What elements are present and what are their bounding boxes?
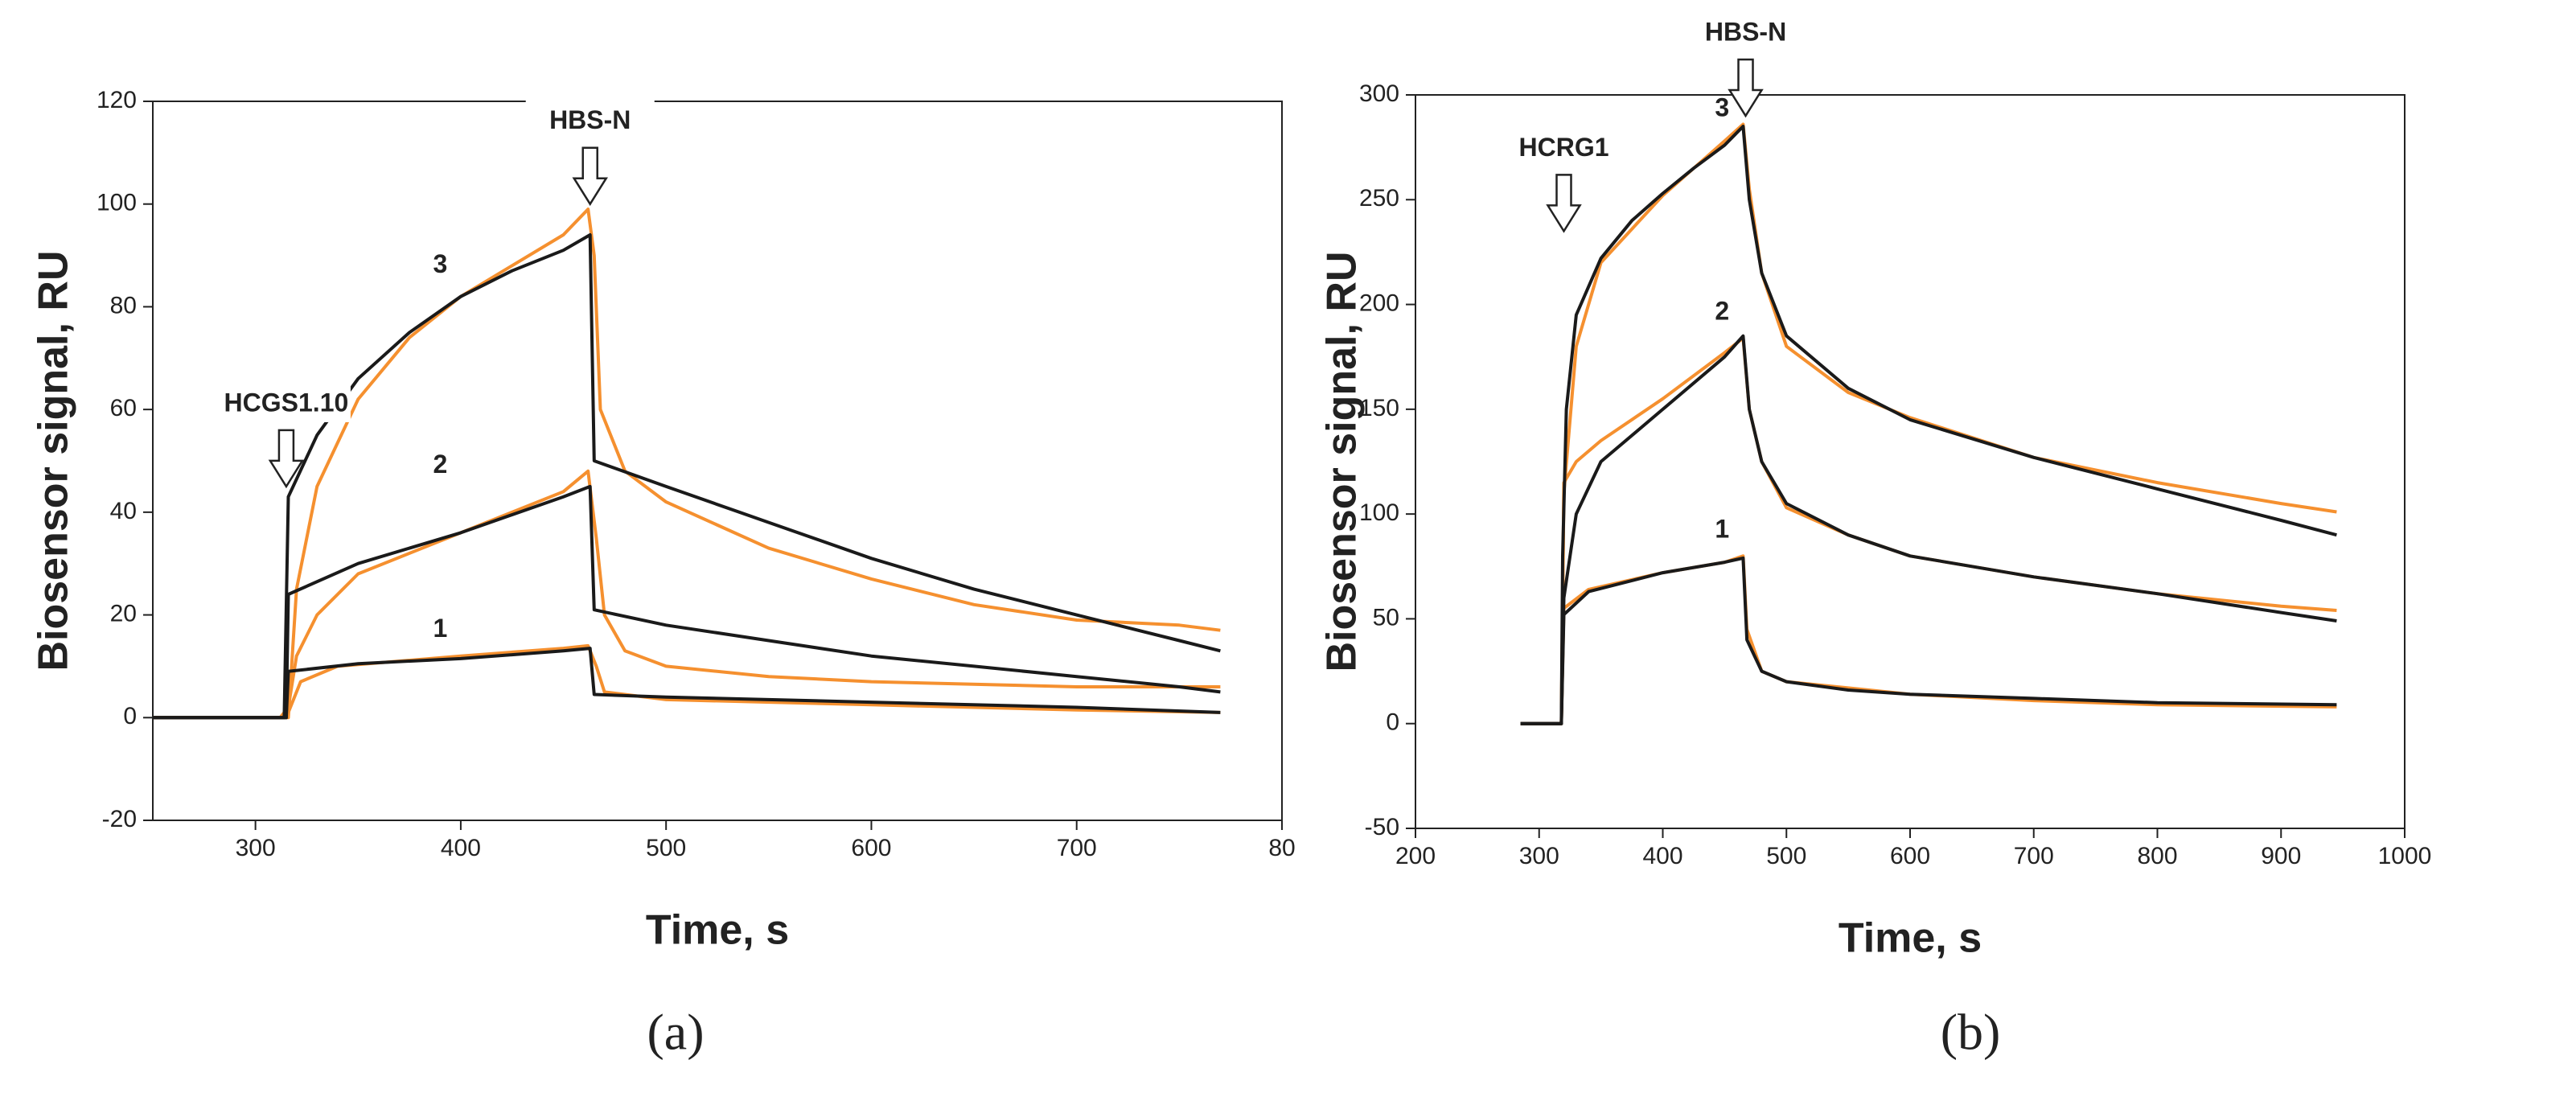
x-tick-label: 700 — [2014, 843, 2054, 869]
label-backdrop — [1499, 126, 1629, 167]
x-tick-label: 400 — [1642, 843, 1682, 869]
y-tick-label: 40 — [110, 498, 137, 524]
y-tick-label: 20 — [110, 600, 137, 627]
y-tick-label: 250 — [1359, 185, 1399, 212]
arrow — [1728, 58, 1764, 118]
plot-frame — [152, 101, 1283, 821]
annotation: HCRG1 — [1518, 133, 1608, 162]
curve-label: 1 — [1715, 514, 1729, 543]
y-tick-label: 200 — [1359, 290, 1399, 316]
x-tick-label: 400 — [441, 835, 481, 861]
x-axis-label: Time, s — [1839, 915, 1982, 962]
series-line — [1520, 125, 2337, 725]
x-tick-label: 200 — [1395, 843, 1436, 869]
annotation: HCGS1.10 — [224, 388, 349, 417]
x-tick-label: 500 — [1766, 843, 1806, 869]
x-tick-label: 700 — [1057, 835, 1097, 861]
series-line — [1520, 334, 2337, 725]
curve-label: 2 — [1715, 296, 1729, 325]
series-line — [153, 233, 1221, 720]
y-tick-label: 120 — [97, 87, 137, 113]
y-tick-label: -50 — [1365, 814, 1399, 840]
y-axis-label: Biosensor signal, RU — [31, 251, 77, 672]
y-tick-label: 80 — [110, 292, 137, 318]
series-line — [1520, 554, 2337, 725]
x-tick-label: 600 — [1890, 843, 1930, 869]
y-tick-label: 100 — [1359, 499, 1399, 526]
y-tick-label: 50 — [1373, 604, 1399, 631]
series-line — [153, 207, 1221, 720]
label-backdrop — [525, 99, 655, 140]
curve-label: 3 — [433, 249, 447, 278]
x-tick-label: 300 — [236, 835, 276, 861]
series-line — [153, 469, 1221, 720]
curve-label: 2 — [433, 450, 447, 479]
x-tick-label: 300 — [1519, 843, 1559, 869]
arrow — [268, 429, 305, 489]
plot-frame — [1415, 94, 2405, 829]
arrow — [572, 146, 608, 207]
series-line — [153, 643, 1221, 720]
series-line — [153, 647, 1221, 720]
y-tick-label: -20 — [102, 806, 137, 832]
caption: (a) — [647, 1004, 704, 1061]
label-backdrop — [1681, 11, 1810, 52]
annotation: HBS-N — [549, 105, 631, 134]
y-tick-label: 0 — [1386, 709, 1399, 736]
annotation: HBS-N — [1705, 18, 1786, 47]
curve-label: 1 — [433, 614, 447, 643]
y-axis-label: Biosensor signal, RU — [1319, 252, 1366, 672]
arrow — [1546, 174, 1582, 233]
y-tick-label: 150 — [1359, 395, 1399, 421]
x-tick-label: 80 — [1268, 835, 1295, 861]
curve-label: 3 — [1715, 93, 1729, 122]
label-backdrop — [221, 381, 351, 422]
series-line — [153, 484, 1221, 720]
series-line — [1520, 556, 2337, 725]
y-tick-label: 300 — [1359, 80, 1399, 107]
x-tick-label: 500 — [646, 835, 686, 861]
y-tick-label: 60 — [110, 395, 137, 421]
x-tick-label: 800 — [2137, 843, 2177, 869]
x-tick-label: 1000 — [2378, 843, 2432, 869]
y-tick-label: 0 — [123, 703, 137, 729]
y-tick-label: 100 — [97, 190, 137, 216]
x-tick-label: 900 — [2261, 843, 2301, 869]
caption: (b) — [1941, 1004, 2001, 1061]
x-axis-label: Time, s — [646, 907, 789, 954]
series-line — [1520, 336, 2337, 725]
x-tick-label: 600 — [851, 835, 891, 861]
